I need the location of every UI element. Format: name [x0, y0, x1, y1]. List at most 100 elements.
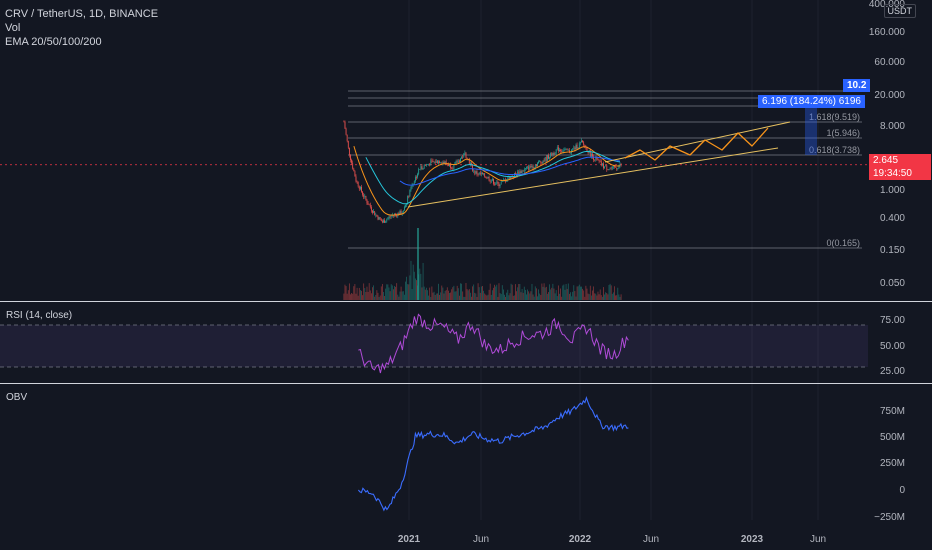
price-candle [355, 176, 357, 182]
volume-bar [351, 293, 352, 300]
price-candle [462, 156, 464, 158]
price-candle [402, 210, 404, 214]
price-candle [608, 169, 610, 170]
volume-bar [366, 286, 368, 300]
volume-bar [397, 294, 399, 300]
volume-bar [530, 291, 532, 300]
volume-bar [472, 286, 473, 300]
volume-bar [582, 288, 583, 300]
price-candle [487, 176, 489, 179]
volume-bar [350, 294, 351, 300]
ema-indicator-label[interactable]: EMA 20/50/100/200 [5, 36, 102, 48]
price-candle [489, 180, 491, 182]
price-axis-tick: 20.000 [874, 90, 905, 101]
volume-bar [577, 286, 579, 300]
volume-bar [453, 285, 455, 300]
price-candle [350, 155, 351, 160]
volume-bar [506, 292, 508, 300]
price-candle [388, 216, 390, 219]
price-candle [471, 163, 472, 165]
price-candle [472, 164, 473, 171]
pane-divider-rsi[interactable] [0, 301, 932, 302]
volume-bar [451, 289, 453, 300]
price-axis-tick: 8.000 [880, 121, 905, 132]
price-candle [396, 214, 398, 217]
volume-bar [561, 296, 563, 300]
price-candle [476, 171, 478, 175]
price-candle [592, 153, 593, 157]
volume-bar [394, 286, 395, 300]
volume-bar [523, 286, 525, 300]
price-candle [451, 167, 453, 169]
volume-bar [410, 260, 412, 300]
price-axis-tick: 160.000 [869, 27, 906, 38]
volume-bar [463, 296, 465, 300]
price-candle [428, 163, 429, 165]
volume-bar [369, 290, 371, 300]
volume-bar [518, 283, 520, 300]
price-candle [464, 152, 466, 154]
price-candle [465, 152, 467, 158]
currency-selector[interactable]: USDT [883, 4, 916, 18]
volume-bar [367, 291, 369, 300]
volume-bar [430, 296, 432, 300]
volume-bar [383, 291, 384, 300]
volume-bar [391, 285, 393, 300]
price-candle [440, 162, 442, 164]
volume-bar [519, 283, 521, 300]
volume-bar [347, 290, 349, 300]
volume-bar [401, 291, 403, 300]
volume-bar [389, 291, 391, 300]
volume-bar [554, 293, 556, 300]
obv-pane-label[interactable]: OBV [6, 392, 28, 403]
price-candle [545, 157, 547, 161]
vol-indicator-label[interactable]: Vol [5, 22, 21, 34]
volume-bar [604, 294, 605, 300]
volume-bar [498, 283, 500, 300]
volume-bar [475, 293, 477, 300]
price-candle [458, 160, 460, 162]
volume-bar [372, 287, 373, 300]
volume-bar [428, 295, 429, 300]
price-candle [508, 176, 510, 179]
volume-bar [380, 286, 382, 300]
volume-bar [405, 281, 406, 300]
rsi-line [358, 313, 629, 374]
price-candle [607, 169, 609, 170]
price-candle [559, 149, 560, 152]
price-candle [522, 170, 524, 172]
price-candle [543, 160, 545, 162]
volume-bar [419, 268, 421, 300]
volume-bar [511, 284, 513, 300]
price-candle [374, 211, 376, 216]
volume-bar [614, 286, 615, 300]
obv-line [357, 395, 629, 512]
price-candle [560, 149, 561, 151]
price-candle [618, 165, 620, 169]
volume-bar [378, 296, 380, 300]
volume-bar [446, 287, 448, 300]
price-candle [520, 171, 522, 174]
price-candle [364, 195, 366, 197]
price-candle [452, 168, 454, 169]
volume-bar [432, 292, 434, 300]
volume-bar [388, 287, 390, 300]
volume-bar [527, 289, 528, 300]
price-candle [367, 203, 369, 205]
volume-bar [607, 294, 609, 300]
volume-bar [403, 294, 405, 300]
volume-bar [346, 293, 348, 300]
pane-divider-obv[interactable] [0, 383, 932, 384]
price-candle [526, 167, 527, 169]
price-candle [596, 157, 598, 160]
rsi-pane-label[interactable]: RSI (14, close) [6, 310, 73, 321]
price-candle [533, 167, 535, 169]
price-candle [553, 152, 555, 155]
volume-bar [473, 284, 475, 300]
price-candle [556, 147, 558, 150]
volume-bar [465, 283, 467, 300]
fib-level-label: 1.618(9.519) [809, 112, 860, 122]
symbol-title[interactable]: CRV / TetherUS, 1D, BINANCE [5, 8, 159, 20]
volume-bar [436, 293, 438, 300]
